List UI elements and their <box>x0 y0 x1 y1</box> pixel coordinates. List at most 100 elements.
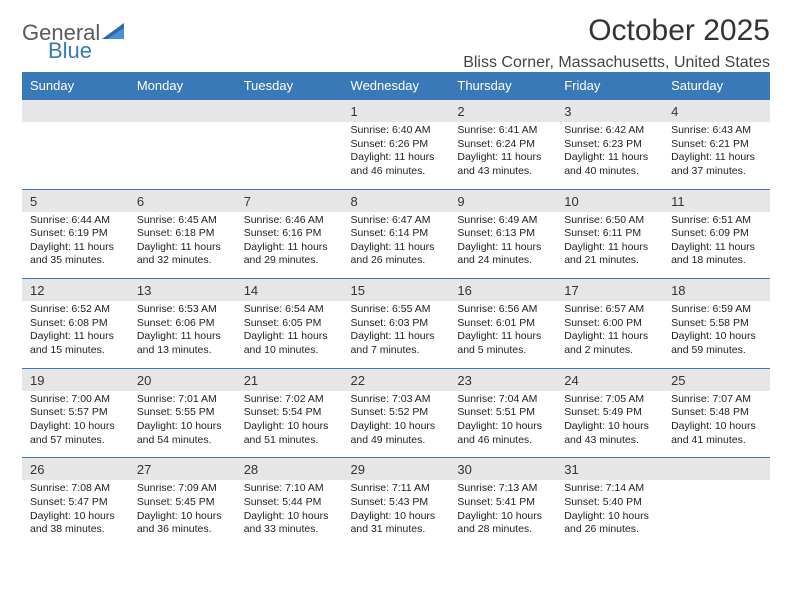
day-cell-body: Sunrise: 7:05 AM Sunset: 5:49 PM Dayligh… <box>556 391 663 458</box>
day-cell-number: 9 <box>449 189 556 212</box>
day-number: 21 <box>236 369 343 391</box>
day-number: 27 <box>129 458 236 480</box>
day-cell-number <box>129 100 236 123</box>
day-cell-body: Sunrise: 6:51 AM Sunset: 6:09 PM Dayligh… <box>663 212 770 279</box>
day-cell-number: 17 <box>556 279 663 302</box>
day-details: Sunrise: 6:56 AM Sunset: 6:01 PM Dayligh… <box>449 301 556 368</box>
day-number: 17 <box>556 279 663 301</box>
day-number: 7 <box>236 190 343 212</box>
day-cell-body: Sunrise: 7:02 AM Sunset: 5:54 PM Dayligh… <box>236 391 343 458</box>
logo-text-blue: Blue <box>48 38 92 63</box>
dayname-row: Sunday Monday Tuesday Wednesday Thursday… <box>22 72 770 100</box>
day-number: 12 <box>22 279 129 301</box>
day-cell-number: 7 <box>236 189 343 212</box>
day-details: Sunrise: 6:46 AM Sunset: 6:16 PM Dayligh… <box>236 212 343 279</box>
day-number: 4 <box>663 100 770 122</box>
day-number <box>236 100 343 107</box>
day-number <box>129 100 236 107</box>
day-cell-number: 29 <box>343 458 450 481</box>
day-details: Sunrise: 7:14 AM Sunset: 5:40 PM Dayligh… <box>556 480 663 547</box>
day-details: Sunrise: 6:53 AM Sunset: 6:06 PM Dayligh… <box>129 301 236 368</box>
day-number: 24 <box>556 369 663 391</box>
day-number: 13 <box>129 279 236 301</box>
day-number: 11 <box>663 190 770 212</box>
day-details: Sunrise: 6:55 AM Sunset: 6:03 PM Dayligh… <box>343 301 450 368</box>
daybody-row: Sunrise: 6:52 AM Sunset: 6:08 PM Dayligh… <box>22 301 770 368</box>
day-number: 26 <box>22 458 129 480</box>
day-number: 1 <box>343 100 450 122</box>
day-details: Sunrise: 6:47 AM Sunset: 6:14 PM Dayligh… <box>343 212 450 279</box>
daynum-row: 19202122232425 <box>22 368 770 391</box>
daybody-row: Sunrise: 7:08 AM Sunset: 5:47 PM Dayligh… <box>22 480 770 547</box>
dayname-mon: Monday <box>129 72 236 100</box>
day-details: Sunrise: 6:54 AM Sunset: 6:05 PM Dayligh… <box>236 301 343 368</box>
day-number: 9 <box>449 190 556 212</box>
day-details: Sunrise: 6:57 AM Sunset: 6:00 PM Dayligh… <box>556 301 663 368</box>
day-number <box>22 100 129 107</box>
day-details: Sunrise: 7:11 AM Sunset: 5:43 PM Dayligh… <box>343 480 450 547</box>
daybody-row: Sunrise: 7:00 AM Sunset: 5:57 PM Dayligh… <box>22 391 770 458</box>
daynum-row: 567891011 <box>22 189 770 212</box>
day-cell-number: 27 <box>129 458 236 481</box>
day-number: 16 <box>449 279 556 301</box>
day-cell-number: 22 <box>343 368 450 391</box>
daynum-row: 1234 <box>22 100 770 123</box>
day-details: Sunrise: 6:51 AM Sunset: 6:09 PM Dayligh… <box>663 212 770 279</box>
day-cell-body: Sunrise: 6:41 AM Sunset: 6:24 PM Dayligh… <box>449 122 556 189</box>
day-cell-body <box>236 122 343 189</box>
day-cell-body: Sunrise: 6:46 AM Sunset: 6:16 PM Dayligh… <box>236 212 343 279</box>
day-cell-number: 28 <box>236 458 343 481</box>
day-cell-number: 8 <box>343 189 450 212</box>
day-cell-body <box>129 122 236 189</box>
day-cell-number: 1 <box>343 100 450 123</box>
day-details: Sunrise: 7:00 AM Sunset: 5:57 PM Dayligh… <box>22 391 129 458</box>
day-cell-body: Sunrise: 6:43 AM Sunset: 6:21 PM Dayligh… <box>663 122 770 189</box>
day-cell-number: 14 <box>236 279 343 302</box>
day-details: Sunrise: 7:07 AM Sunset: 5:48 PM Dayligh… <box>663 391 770 458</box>
day-cell-number: 12 <box>22 279 129 302</box>
day-details: Sunrise: 7:04 AM Sunset: 5:51 PM Dayligh… <box>449 391 556 458</box>
day-cell-number: 26 <box>22 458 129 481</box>
day-cell-body: Sunrise: 7:01 AM Sunset: 5:55 PM Dayligh… <box>129 391 236 458</box>
day-number: 8 <box>343 190 450 212</box>
day-number: 2 <box>449 100 556 122</box>
day-cell-body: Sunrise: 7:11 AM Sunset: 5:43 PM Dayligh… <box>343 480 450 547</box>
day-cell-body: Sunrise: 7:00 AM Sunset: 5:57 PM Dayligh… <box>22 391 129 458</box>
day-details: Sunrise: 6:45 AM Sunset: 6:18 PM Dayligh… <box>129 212 236 279</box>
day-number: 22 <box>343 369 450 391</box>
day-details: Sunrise: 6:41 AM Sunset: 6:24 PM Dayligh… <box>449 122 556 189</box>
day-cell-number: 13 <box>129 279 236 302</box>
day-number: 25 <box>663 369 770 391</box>
day-details: Sunrise: 6:50 AM Sunset: 6:11 PM Dayligh… <box>556 212 663 279</box>
dayname-tue: Tuesday <box>236 72 343 100</box>
header-right: October 2025 Bliss Corner, Massachusetts… <box>463 14 770 76</box>
day-details: Sunrise: 6:49 AM Sunset: 6:13 PM Dayligh… <box>449 212 556 279</box>
day-cell-body: Sunrise: 7:07 AM Sunset: 5:48 PM Dayligh… <box>663 391 770 458</box>
day-details: Sunrise: 6:42 AM Sunset: 6:23 PM Dayligh… <box>556 122 663 189</box>
day-cell-number: 20 <box>129 368 236 391</box>
day-cell-body: Sunrise: 6:50 AM Sunset: 6:11 PM Dayligh… <box>556 212 663 279</box>
day-cell-number <box>236 100 343 123</box>
day-cell-number: 3 <box>556 100 663 123</box>
day-details <box>236 122 343 174</box>
day-number: 10 <box>556 190 663 212</box>
day-details: Sunrise: 6:59 AM Sunset: 5:58 PM Dayligh… <box>663 301 770 368</box>
day-cell-body: Sunrise: 6:44 AM Sunset: 6:19 PM Dayligh… <box>22 212 129 279</box>
day-cell-number: 2 <box>449 100 556 123</box>
day-cell-number: 6 <box>129 189 236 212</box>
day-cell-number <box>663 458 770 481</box>
day-number: 5 <box>22 190 129 212</box>
day-number: 18 <box>663 279 770 301</box>
day-cell-body: Sunrise: 6:42 AM Sunset: 6:23 PM Dayligh… <box>556 122 663 189</box>
day-cell-body: Sunrise: 6:52 AM Sunset: 6:08 PM Dayligh… <box>22 301 129 368</box>
day-number: 29 <box>343 458 450 480</box>
day-details: Sunrise: 7:08 AM Sunset: 5:47 PM Dayligh… <box>22 480 129 547</box>
day-cell-number: 15 <box>343 279 450 302</box>
logo-triangle-icon <box>100 21 126 46</box>
page-container: { "brand": { "general": "General", "blue… <box>0 0 792 547</box>
daynum-row: 12131415161718 <box>22 279 770 302</box>
daybody-row: Sunrise: 6:40 AM Sunset: 6:26 PM Dayligh… <box>22 122 770 189</box>
day-cell-number: 30 <box>449 458 556 481</box>
day-details: Sunrise: 7:05 AM Sunset: 5:49 PM Dayligh… <box>556 391 663 458</box>
calendar-table: Sunday Monday Tuesday Wednesday Thursday… <box>22 72 770 547</box>
